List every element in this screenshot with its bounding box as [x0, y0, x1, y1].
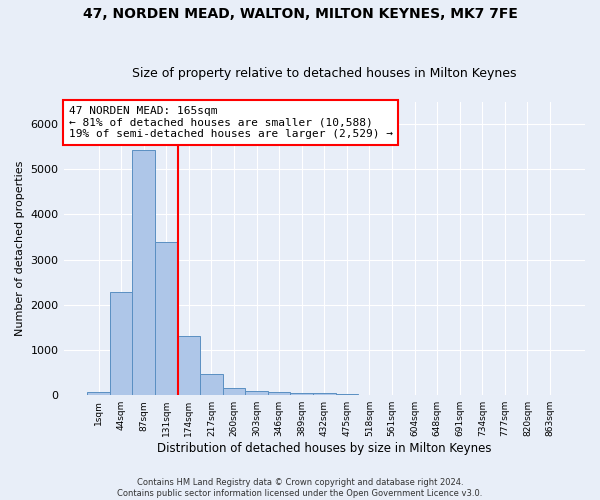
Title: Size of property relative to detached houses in Milton Keynes: Size of property relative to detached ho… — [132, 66, 517, 80]
Bar — [245, 391, 268, 395]
Bar — [133, 150, 155, 395]
Text: Contains HM Land Registry data © Crown copyright and database right 2024.
Contai: Contains HM Land Registry data © Crown c… — [118, 478, 482, 498]
Bar — [110, 292, 133, 395]
Bar — [313, 394, 335, 395]
Bar — [87, 392, 110, 395]
Text: 47, NORDEN MEAD, WALTON, MILTON KEYNES, MK7 7FE: 47, NORDEN MEAD, WALTON, MILTON KEYNES, … — [83, 8, 517, 22]
Bar — [200, 374, 223, 395]
Y-axis label: Number of detached properties: Number of detached properties — [15, 160, 25, 336]
Bar — [155, 242, 178, 395]
X-axis label: Distribution of detached houses by size in Milton Keynes: Distribution of detached houses by size … — [157, 442, 491, 455]
Bar — [268, 392, 290, 395]
Bar — [290, 392, 313, 395]
Bar — [223, 388, 245, 395]
Bar — [335, 394, 358, 395]
Bar — [178, 336, 200, 395]
Text: 47 NORDEN MEAD: 165sqm
← 81% of detached houses are smaller (10,588)
19% of semi: 47 NORDEN MEAD: 165sqm ← 81% of detached… — [69, 106, 393, 139]
